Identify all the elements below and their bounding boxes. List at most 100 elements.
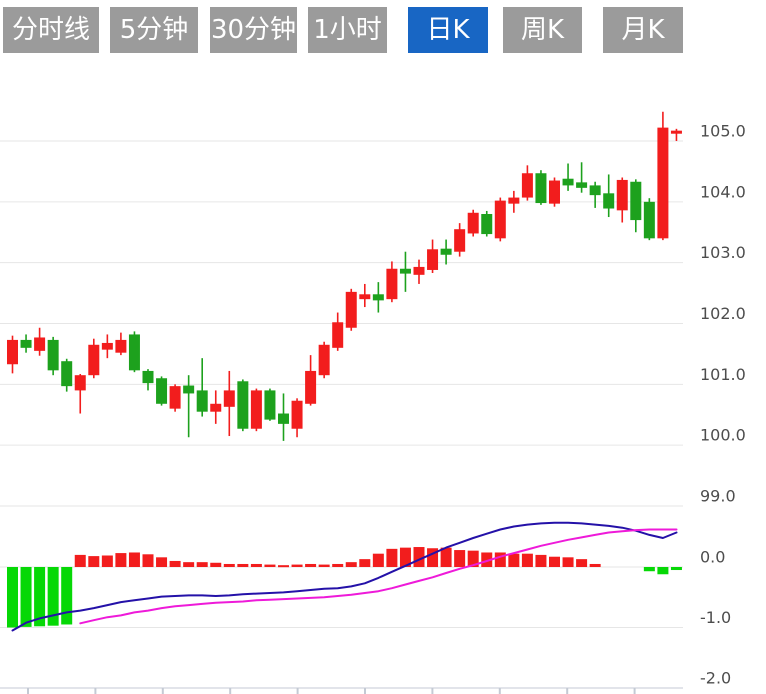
- macd-histogram-bar: [454, 550, 466, 567]
- candle-body: [670, 130, 682, 134]
- candle-body: [359, 294, 371, 300]
- candle-body: [74, 375, 86, 391]
- candle-body: [142, 370, 154, 384]
- price-axis-label: 105.0: [700, 122, 746, 141]
- macd-histogram-bar: [34, 567, 46, 627]
- tab-time-line[interactable]: 分时线: [3, 7, 99, 53]
- macd-histogram-bar: [7, 567, 18, 628]
- candle-body: [386, 268, 398, 300]
- candle-body: [156, 378, 168, 404]
- price-axis-label: 101.0: [700, 365, 746, 384]
- macd-histogram-bar: [332, 563, 344, 567]
- indicator-axis-label: -2.0: [700, 669, 731, 688]
- macd-histogram-bar: [264, 564, 276, 567]
- macd-histogram-bar: [20, 567, 32, 627]
- macd-histogram-bar: [413, 547, 425, 567]
- candle-body: [264, 390, 276, 420]
- candle-body: [61, 361, 73, 387]
- macd-histogram-bar: [386, 548, 398, 567]
- candle-body: [467, 212, 479, 234]
- macd-histogram-bar: [250, 563, 262, 567]
- candle-body: [454, 229, 466, 252]
- candle-body: [481, 213, 493, 235]
- candle-body: [210, 403, 222, 412]
- macd-histogram-bar: [183, 562, 195, 567]
- candle-body: [291, 400, 303, 429]
- timeframe-toolbar: 分时线 5分钟 30分钟 1小时 日K 周K 月K: [0, 0, 766, 60]
- macd-histogram-bar: [670, 567, 682, 571]
- macd-histogram-bar: [74, 554, 86, 567]
- macd-histogram-bar: [237, 563, 249, 567]
- macd-histogram-bar: [508, 553, 520, 567]
- tab-daily-k[interactable]: 日K: [408, 7, 488, 53]
- macd-histogram-bar: [305, 563, 317, 567]
- macd-histogram-bar: [169, 560, 181, 567]
- candle-body: [657, 127, 669, 239]
- candle-body: [183, 385, 195, 394]
- candle-body: [372, 294, 384, 301]
- candle-body: [508, 197, 520, 204]
- macd-histogram-bar: [657, 567, 669, 575]
- tab-monthly-k[interactable]: 月K: [603, 7, 683, 53]
- macd-histogram-bar: [291, 564, 303, 567]
- candle-body: [115, 339, 127, 353]
- candle-body: [630, 181, 642, 221]
- candle-body: [169, 386, 181, 409]
- macd-histogram-bar: [128, 552, 140, 567]
- candle-body: [7, 339, 18, 365]
- macd-histogram-bar: [115, 553, 127, 567]
- macd-histogram-bar: [440, 547, 452, 567]
- candle-body: [616, 179, 628, 211]
- candle-body: [562, 178, 574, 186]
- candle-body: [34, 337, 46, 351]
- tab-5min[interactable]: 5分钟: [110, 7, 198, 53]
- candle-body: [250, 390, 262, 429]
- candle-body: [101, 342, 113, 350]
- macd-histogram-bar: [223, 563, 235, 567]
- candle-body: [318, 344, 330, 376]
- macd-histogram-bar: [156, 557, 168, 567]
- candle-body: [603, 193, 615, 209]
- candle-body: [332, 322, 344, 348]
- candle-body: [413, 266, 425, 275]
- candle-body: [345, 291, 357, 328]
- candle-body: [20, 339, 32, 348]
- macd-histogram-bar: [521, 553, 533, 567]
- candle-body: [494, 200, 506, 239]
- candle-body: [305, 370, 317, 404]
- candle-body: [128, 334, 140, 371]
- macd-histogram-bar: [494, 552, 506, 567]
- candle-body: [589, 185, 601, 196]
- candle-body: [440, 248, 452, 255]
- candle-body: [237, 381, 249, 429]
- price-axis-label: 100.0: [700, 426, 746, 445]
- macd-histogram-bar: [196, 562, 208, 567]
- dif-line: [11, 521, 678, 632]
- macd-histogram-bar: [589, 563, 601, 567]
- macd-histogram-bar: [562, 557, 574, 567]
- candle-body: [399, 268, 411, 274]
- macd-histogram-bar: [643, 567, 655, 572]
- indicator-axis-label: 0.0: [700, 548, 725, 567]
- candle-body: [535, 173, 547, 204]
- candle-body: [576, 182, 588, 188]
- candle-body: [88, 344, 100, 376]
- tab-weekly-k[interactable]: 周K: [503, 7, 582, 53]
- candle-body: [427, 249, 439, 270]
- macd-histogram-bar: [278, 565, 289, 568]
- macd-histogram-bar: [399, 547, 411, 567]
- candle-body: [643, 201, 655, 239]
- candle-body: [549, 180, 560, 204]
- tab-1hour[interactable]: 1小时: [308, 7, 387, 53]
- tab-30min[interactable]: 30分钟: [210, 7, 297, 53]
- candle-body: [47, 339, 59, 371]
- macd-histogram-bar: [427, 548, 439, 567]
- macd-histogram-bar: [467, 550, 479, 567]
- candle-body: [278, 413, 289, 424]
- candle-body: [223, 390, 235, 407]
- price-axis-label: 99.0: [700, 486, 736, 505]
- indicator-axis-label: -1.0: [700, 608, 731, 627]
- macd-histogram-bar: [47, 567, 59, 626]
- macd-histogram-bar: [88, 556, 100, 567]
